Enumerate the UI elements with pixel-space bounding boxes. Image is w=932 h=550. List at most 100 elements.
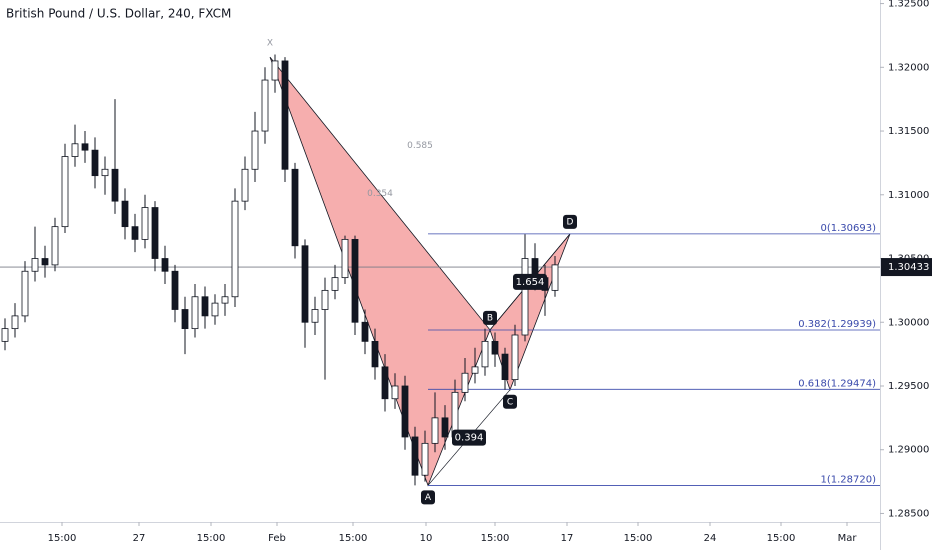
x-tick-label: 17: [561, 533, 574, 544]
candle-body: [311, 309, 319, 323]
candle-body: [501, 353, 509, 381]
candle-body: [201, 296, 209, 317]
candle-body: [111, 168, 119, 202]
candle-body: [421, 442, 429, 476]
x-tick-label: 15:00: [197, 533, 226, 544]
y-tick-label: 1.29000: [888, 445, 929, 456]
x-tick-label: 27: [133, 533, 146, 544]
candle-body: [31, 258, 39, 272]
y-tick-label: 1.31500: [888, 126, 929, 137]
last-price-tag: [881, 258, 932, 277]
candle-body: [81, 143, 89, 151]
candle-body: [331, 277, 339, 291]
candle-body: [61, 156, 69, 228]
candle-body: [51, 226, 59, 266]
labels-layer: 0(1.30693) 0.382(1.29939) 0.618(1.29474) 1(…: [267, 39, 876, 505]
candle-body: [551, 264, 559, 291]
point-label: A: [425, 493, 432, 503]
candle-body: [131, 226, 139, 240]
candle-body: [281, 60, 289, 170]
candle-body: [21, 270, 29, 317]
y-tick-label: 1.32500: [888, 0, 929, 10]
point-label: B: [487, 313, 493, 323]
point-box: [483, 310, 497, 325]
y-tick-label: 1.29500: [888, 381, 929, 392]
axes-layer: 1.285001.290001.295001.300001.305001.310…: [48, 0, 932, 544]
candle-body: [121, 200, 129, 228]
candle-body: [191, 296, 199, 330]
ratio-box: [452, 429, 486, 446]
candle-body: [411, 436, 419, 476]
candle-body: [301, 245, 309, 323]
x-tick-label: 10: [420, 533, 433, 544]
x-tick-label: Mar: [838, 533, 858, 544]
fib-label: 0.618(1.29474): [798, 378, 876, 389]
fib-label: 0(1.30693): [820, 223, 876, 234]
x-tick-label: 15:00: [48, 533, 77, 544]
candle-body: [11, 315, 19, 330]
ratio-box: [513, 273, 547, 290]
y-tick-label: 1.30000: [888, 317, 929, 328]
point-box: [503, 394, 517, 409]
ratio-label: 1.654: [516, 277, 545, 288]
candle-body: [221, 296, 229, 304]
point-label: X: [267, 39, 273, 49]
candle-body: [391, 385, 399, 400]
candle-body: [381, 366, 389, 400]
candle-body: [351, 238, 359, 323]
ratio-label: 0.394: [455, 433, 484, 444]
candle-body: [431, 417, 439, 444]
x-tick-label: 24: [704, 533, 717, 544]
candle-body: [241, 168, 249, 202]
pattern-layer: [269, 56, 571, 487]
y-tick-label: 1.28500: [888, 508, 929, 519]
point-box: [563, 214, 577, 229]
candle-body: [261, 79, 269, 132]
candle-body: [101, 168, 109, 177]
point-label: D: [567, 217, 574, 227]
x-tick-label: 15:00: [339, 533, 368, 544]
x-tick-label: 15:00: [624, 533, 653, 544]
ratio-label: 0.354: [367, 189, 393, 199]
pattern-triangle: [269, 56, 491, 487]
candle-body: [521, 258, 529, 336]
candle-body: [151, 207, 159, 259]
candle-body: [251, 130, 259, 170]
candle-body: [1, 328, 9, 342]
point-box: [421, 490, 435, 505]
candle-body: [471, 366, 479, 374]
x-tick-label: 15:00: [767, 533, 796, 544]
candle-body: [291, 168, 299, 247]
candle-body: [441, 417, 449, 438]
fib-layer: [0, 233, 880, 486]
fib-label: 0.382(1.29939): [798, 319, 876, 330]
candle-body: [341, 238, 349, 279]
candle-body: [371, 340, 379, 368]
y-tick-label: 1.32000: [888, 62, 929, 73]
candle-body: [171, 270, 179, 310]
candle-body: [41, 258, 49, 266]
candle-body: [321, 289, 329, 310]
candle-body: [511, 334, 519, 381]
fib-label: 1(1.28720): [820, 474, 876, 485]
chart-title: British Pound / U.S. Dollar, 240, FXCM: [6, 7, 231, 21]
candle-body: [491, 340, 499, 355]
last-price-label: 1.30433: [888, 262, 929, 273]
candle-body: [231, 200, 239, 298]
ratio-label: 0.585: [407, 141, 433, 151]
candle-body: [361, 321, 369, 342]
candle-body: [461, 372, 469, 393]
candle-body: [401, 385, 409, 438]
y-tick-label: 1.31000: [888, 190, 929, 201]
candle-body: [161, 258, 169, 272]
candles-layer: [1, 54, 559, 486]
candle-body: [141, 207, 149, 240]
candle-body: [91, 149, 99, 177]
x-tick-label: Feb: [268, 533, 286, 544]
point-label: C: [507, 397, 513, 407]
candle-body: [481, 340, 489, 368]
candle-body: [71, 143, 79, 157]
candle-body: [181, 309, 189, 330]
